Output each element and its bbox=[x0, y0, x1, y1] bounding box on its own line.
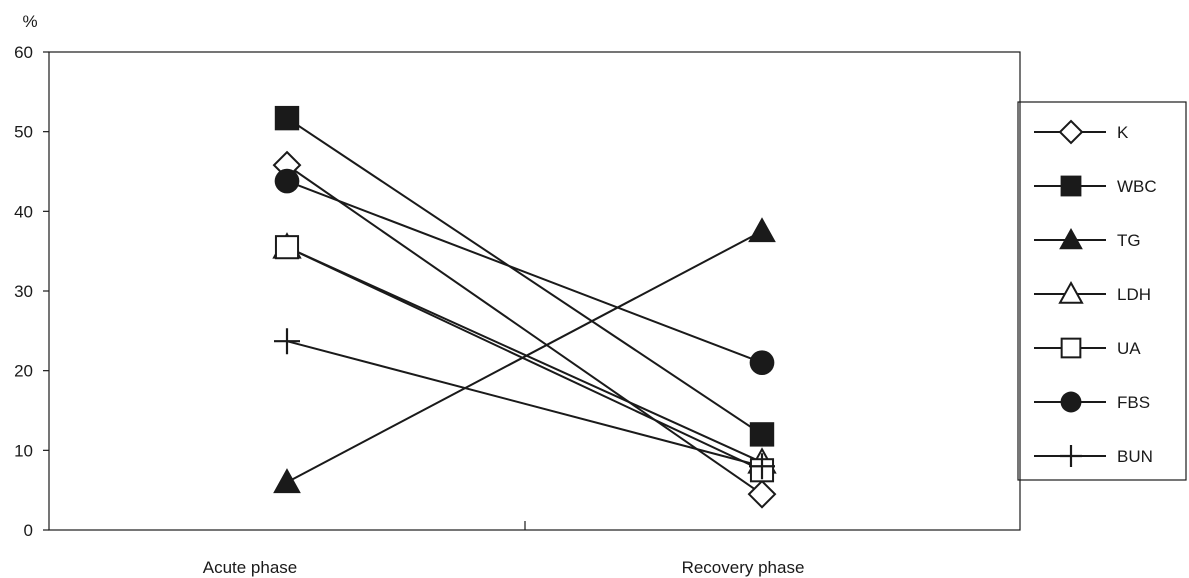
legend-marker-bun bbox=[1060, 445, 1082, 467]
y-tick-label: 40 bbox=[14, 202, 33, 221]
y-axis-unit-label: % bbox=[22, 12, 37, 31]
legend-label-fbs: FBS bbox=[1117, 393, 1150, 412]
x-tick-label: Acute phase bbox=[203, 558, 298, 577]
series-line-bun bbox=[286, 340, 763, 468]
data-point-ua bbox=[274, 235, 300, 260]
legend-marker-tg bbox=[1059, 227, 1083, 250]
series-line-wbc bbox=[286, 117, 763, 436]
legend-box bbox=[1017, 101, 1187, 481]
y-tick-label: 60 bbox=[14, 43, 33, 62]
data-point-k bbox=[747, 479, 777, 509]
legend-marker-k bbox=[1058, 119, 1084, 145]
legend-label-k: K bbox=[1117, 123, 1129, 142]
legend-label-tg: TG bbox=[1117, 231, 1141, 250]
data-point-fbs bbox=[274, 168, 300, 194]
plot-frame bbox=[48, 51, 1021, 531]
data-point-bun bbox=[749, 453, 775, 480]
x-tick-label: Recovery phase bbox=[682, 558, 805, 577]
legend-marker-ua bbox=[1060, 337, 1082, 359]
y-tick-label: 50 bbox=[14, 123, 33, 142]
legend-marker-ldh bbox=[1058, 280, 1084, 304]
data-point-tg bbox=[273, 468, 301, 494]
legend-label-ua: UA bbox=[1117, 339, 1141, 358]
series-lines bbox=[286, 117, 763, 495]
data-point-tg bbox=[748, 217, 776, 243]
y-tick-label: 10 bbox=[14, 441, 33, 460]
legend-label-wbc: WBC bbox=[1117, 177, 1157, 196]
x-axis: Acute phase Recovery phase bbox=[203, 521, 805, 577]
data-point-fbs bbox=[749, 350, 775, 376]
series-markers bbox=[272, 105, 777, 509]
legend-marker-fbs bbox=[1060, 391, 1082, 413]
legend-marker-wbc bbox=[1060, 175, 1082, 197]
data-point-bun bbox=[274, 328, 300, 355]
y-tick-label: 30 bbox=[14, 282, 33, 301]
data-point-wbc bbox=[274, 105, 300, 131]
data-point-wbc bbox=[749, 422, 775, 447]
series-line-ldh bbox=[286, 246, 763, 464]
y-axis: 0 10 20 30 40 50 60 bbox=[14, 43, 49, 540]
series-line-ua bbox=[286, 246, 763, 472]
legend-label-bun: BUN bbox=[1117, 447, 1153, 466]
legend-label-ldh: LDH bbox=[1117, 285, 1151, 304]
series-line-k bbox=[286, 164, 763, 495]
series-line-fbs bbox=[286, 180, 763, 364]
series-line-tg bbox=[286, 230, 763, 484]
y-tick-label: 20 bbox=[14, 362, 33, 381]
y-tick-label: 0 bbox=[24, 521, 33, 540]
legend: K WBC TG LDH UA FBS BUN bbox=[1017, 101, 1187, 481]
